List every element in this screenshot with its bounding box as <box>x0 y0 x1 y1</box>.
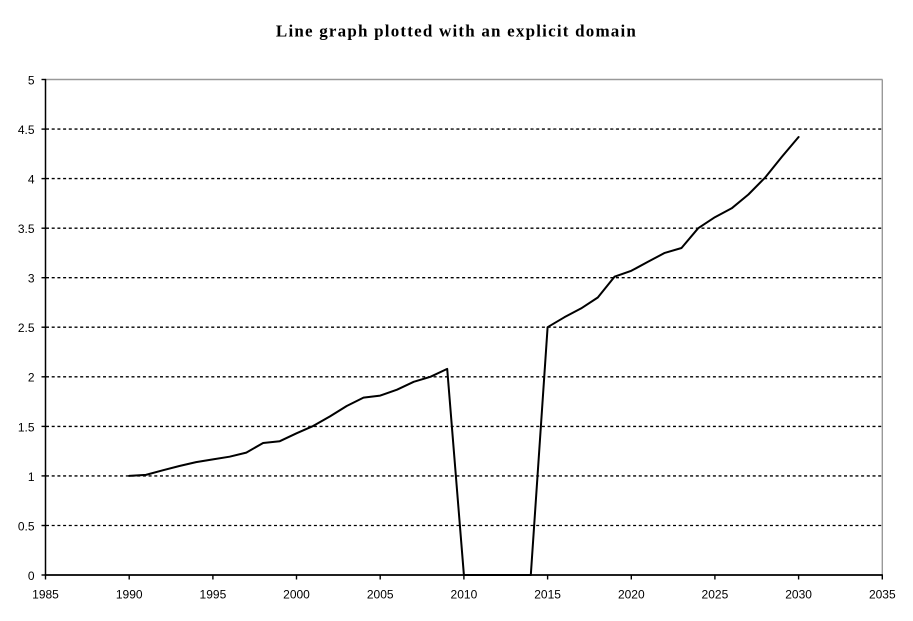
svg-text:2025: 2025 <box>702 588 729 602</box>
svg-text:2035: 2035 <box>869 588 896 602</box>
svg-text:0.5: 0.5 <box>18 519 35 533</box>
svg-text:2: 2 <box>28 371 35 385</box>
svg-text:2020: 2020 <box>618 588 645 602</box>
svg-text:1.5: 1.5 <box>18 420 35 434</box>
svg-text:2.5: 2.5 <box>18 321 35 335</box>
svg-text:1990: 1990 <box>116 588 143 602</box>
svg-text:1: 1 <box>28 470 35 484</box>
svg-text:4: 4 <box>28 173 35 187</box>
svg-text:2000: 2000 <box>283 588 310 602</box>
svg-text:5: 5 <box>28 73 35 87</box>
svg-text:2015: 2015 <box>534 588 561 602</box>
svg-text:3.5: 3.5 <box>18 222 35 236</box>
svg-text:Line graph plotted with an exp: Line graph plotted with an explicit doma… <box>276 22 637 41</box>
svg-text:0: 0 <box>28 569 35 583</box>
svg-text:1985: 1985 <box>32 588 59 602</box>
svg-text:2010: 2010 <box>451 588 478 602</box>
svg-text:2005: 2005 <box>367 588 394 602</box>
svg-text:2030: 2030 <box>785 588 812 602</box>
svg-text:3: 3 <box>28 272 35 286</box>
svg-text:4.5: 4.5 <box>18 123 35 137</box>
svg-text:1995: 1995 <box>200 588 227 602</box>
